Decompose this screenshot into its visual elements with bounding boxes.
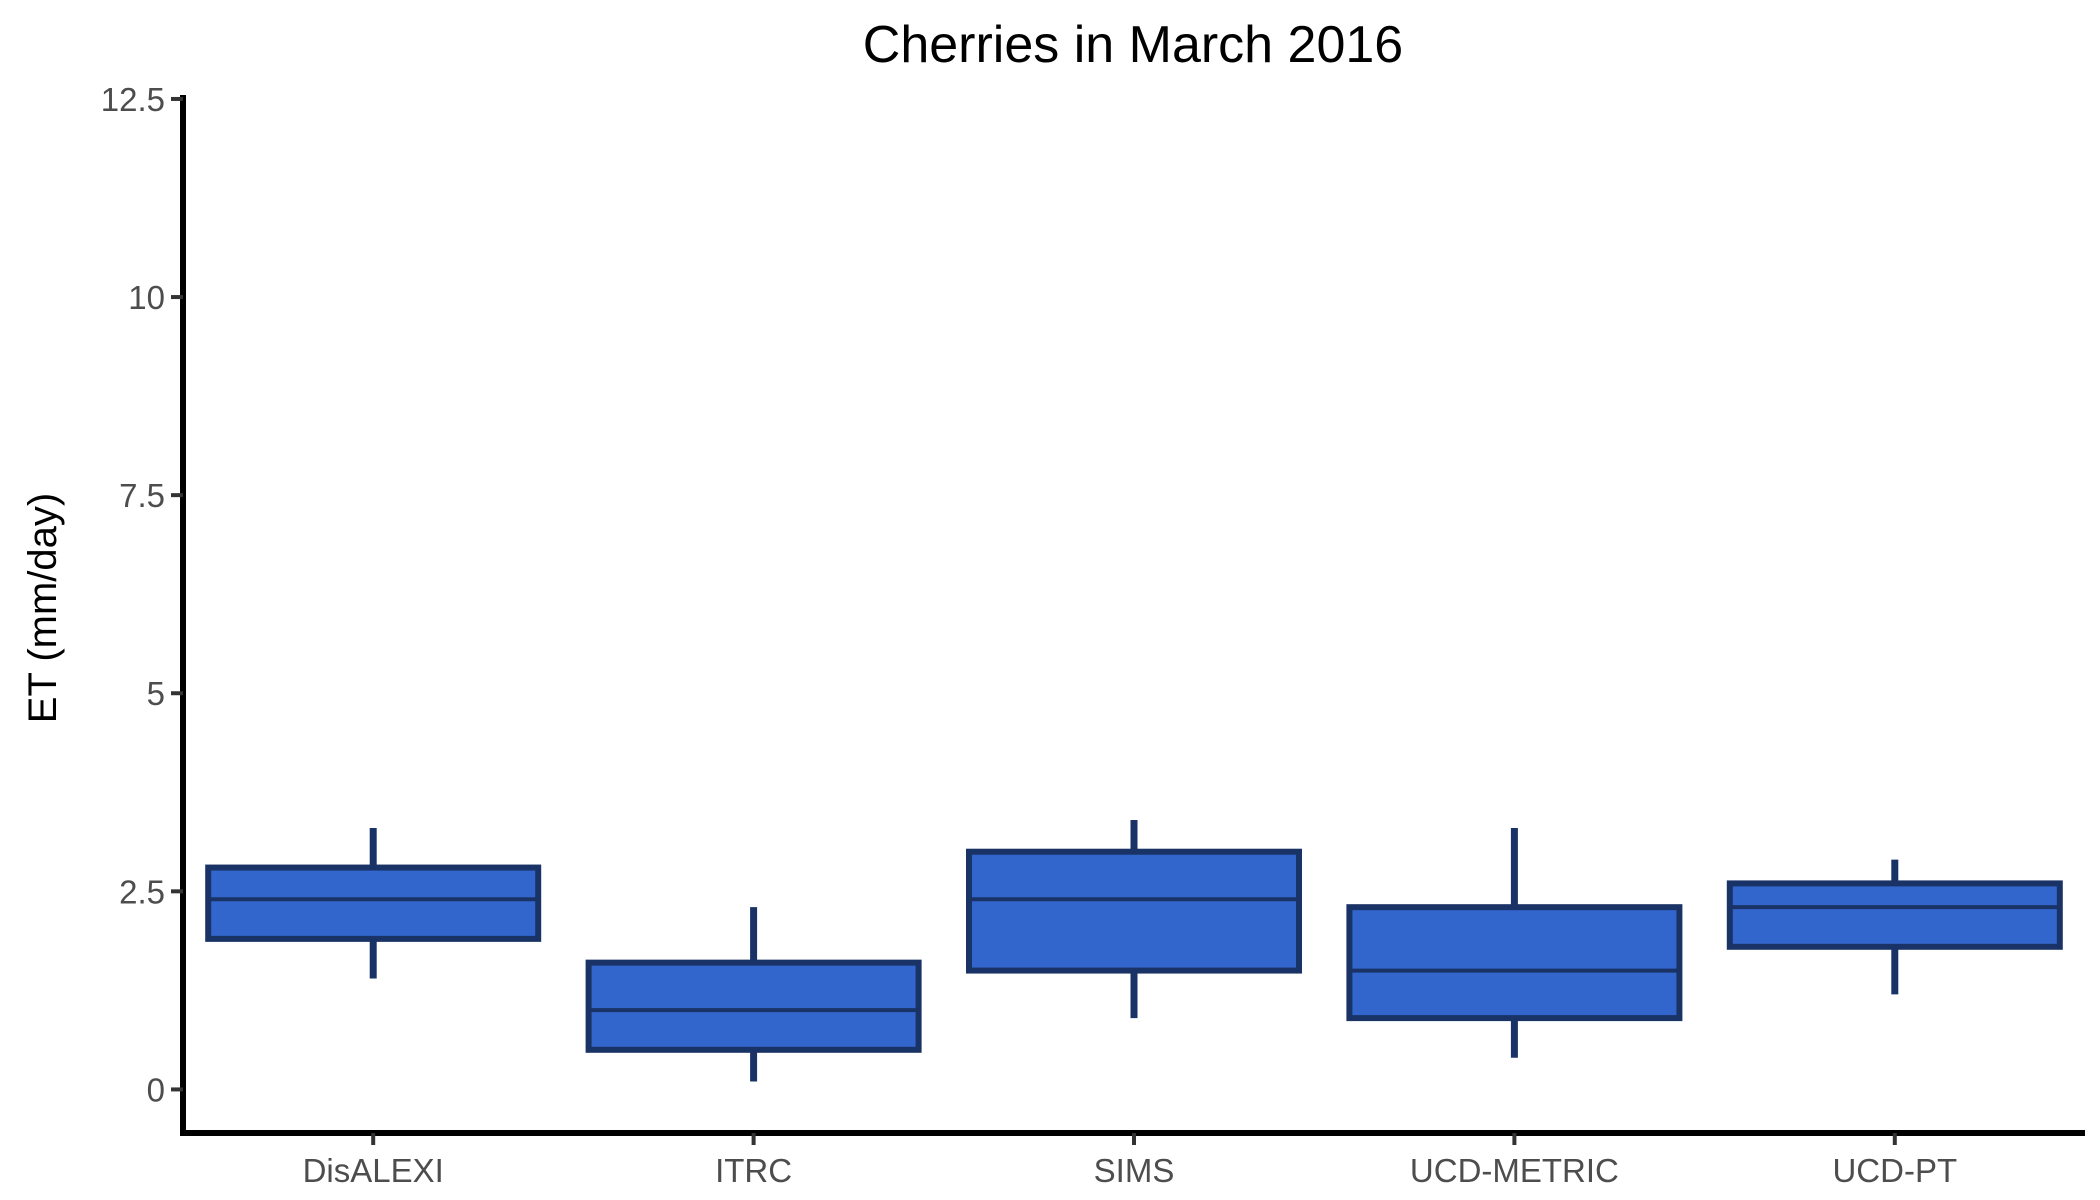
y-tick-label: 2.5 — [119, 873, 165, 910]
x-tick-label: ITRC — [715, 1152, 792, 1189]
chart-title: Cherries in March 2016 — [863, 16, 1403, 74]
x-tick-label: SIMS — [1094, 1152, 1175, 1189]
box-body — [1346, 904, 1683, 1022]
x-tick-label: UCD-METRIC — [1410, 1152, 1619, 1189]
y-tick-label: 7.5 — [119, 477, 165, 514]
x-tick-label: UCD-PT — [1832, 1152, 1957, 1189]
x-tick-label: DisALEXI — [303, 1152, 444, 1189]
y-tick-label: 0 — [147, 1071, 165, 1108]
box-body — [1726, 880, 2063, 950]
plot-area: 0 2.5 5 7.5 10 12.5 DisALEXI ITRC SIMS UCD-METRIC… — [101, 81, 2085, 1189]
box-body — [205, 864, 542, 942]
y-tick-label: 12.5 — [101, 81, 165, 118]
y-tick-label: 10 — [128, 279, 165, 316]
box-body — [966, 848, 1302, 974]
y-axis-title: ET (mm/day) — [21, 493, 65, 723]
y-tick-label: 5 — [147, 675, 165, 712]
box-body — [585, 959, 922, 1053]
